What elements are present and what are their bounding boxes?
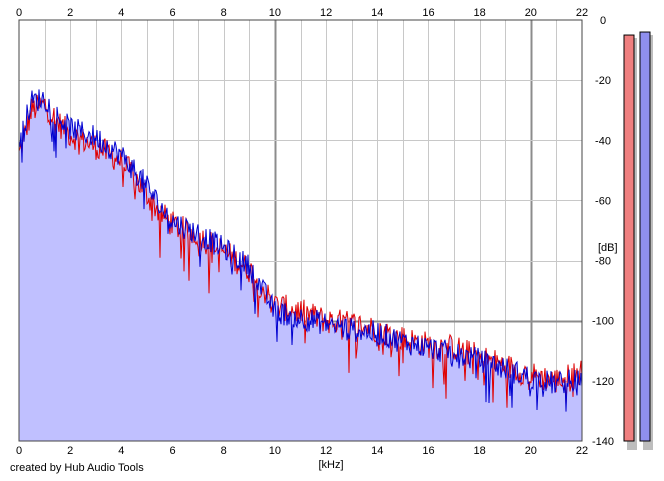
plot-frame [18,19,583,442]
x-tick-label-top: 4 [118,7,124,19]
x-tick-label-top: 10 [269,7,281,19]
y-tick-label: -80 [595,256,611,268]
x-tick-label-top: 22 [576,7,588,19]
x-ticks-bottom: 0 2 4 6 8 10 12 14 16 18 20 22 [16,445,588,457]
credit-text: created by Hub Audio Tools [10,462,144,474]
x-tick-label-top: 14 [371,7,383,19]
x-ticks-top: 0 2 4 6 8 10 12 14 16 18 20 22 [16,7,588,19]
x-tick-label-top: 18 [474,7,486,19]
x-tick-label-bottom: 12 [320,445,332,457]
x-tick-label-top: 8 [221,7,227,19]
y-ticks: 0 -20 -40 -60 -80 -100 -120 -140 [592,15,614,448]
x-tick-label-bottom: 10 [269,445,281,457]
x-tick-label-bottom: 22 [576,445,588,457]
y-axis-label: [dB] [598,242,618,254]
y-tick-label: -60 [595,195,611,207]
y-tick-label: -140 [592,436,614,448]
x-tick-label-top: 20 [525,7,537,19]
y-tick-label: -100 [592,316,614,328]
y-tick-label: -20 [595,75,611,87]
meter-right [639,31,651,442]
x-tick-label-bottom: 16 [422,445,434,457]
x-tick-label-bottom: 0 [16,445,22,457]
x-tick-label-top: 0 [16,7,22,19]
x-tick-label-bottom: 6 [169,445,175,457]
y-tick-label: -40 [595,135,611,147]
x-tick-label-top: 2 [67,7,73,19]
x-tick-label-top: 16 [422,7,434,19]
x-tick-label-bottom: 2 [67,445,73,457]
y-tick-label: -120 [592,376,614,388]
meter-left [623,34,635,442]
x-tick-label-bottom: 4 [118,445,124,457]
x-tick-label-bottom: 18 [474,445,486,457]
x-tick-label-bottom: 8 [221,445,227,457]
y-tick-label: 0 [600,15,606,27]
level-meters [623,31,653,451]
x-tick-label-bottom: 20 [525,445,537,457]
x-axis-label: [kHz] [318,459,343,471]
spectrum-fill-area [19,89,582,442]
x-tick-label-top: 6 [169,7,175,19]
x-tick-label-bottom: 14 [371,445,383,457]
x-tick-label-top: 12 [320,7,332,19]
right-channel-line [18,89,583,412]
